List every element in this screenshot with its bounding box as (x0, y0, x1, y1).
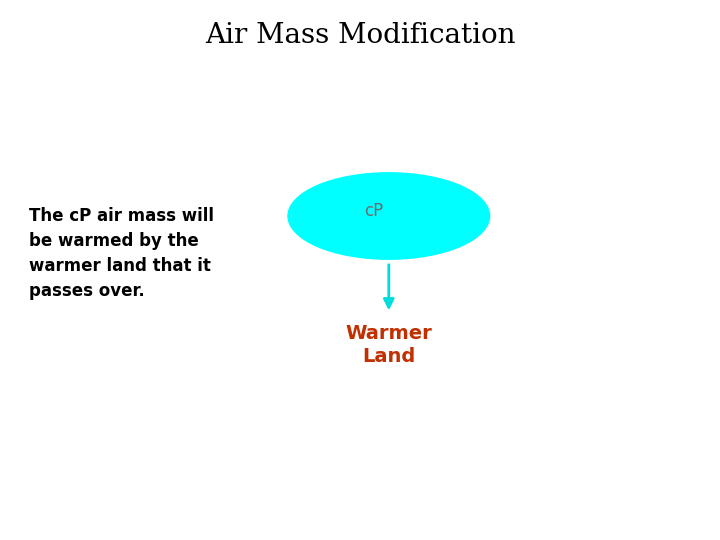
Text: The cP air mass will
be warmed by the
warmer land that it
passes over.: The cP air mass will be warmed by the wa… (29, 207, 214, 300)
Ellipse shape (288, 173, 490, 259)
Text: Warmer
Land: Warmer Land (346, 324, 432, 367)
Text: cP: cP (364, 202, 384, 220)
Text: Air Mass Modification: Air Mass Modification (204, 22, 516, 49)
